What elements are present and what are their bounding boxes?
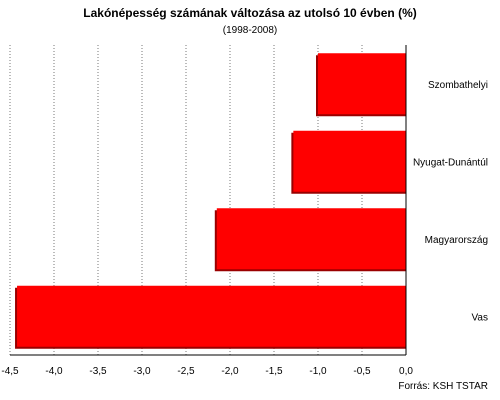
x-tick-label: -4,5 [1, 366, 19, 377]
x-tick-label: -2,0 [221, 366, 239, 377]
bars [15, 53, 406, 349]
x-tick-label: -3,0 [133, 366, 151, 377]
category-label: Vas [472, 312, 489, 323]
chart-title: Lakónépesség számának változása az utols… [83, 6, 416, 20]
x-tick-label: -4,0 [45, 366, 63, 377]
bar [216, 208, 406, 270]
x-tick-label: -1,0 [309, 366, 327, 377]
x-axis-ticks: -4,5 -4,0 -3,5 -3,0 -2,5 -2,0 -1,5 -1,0 -0,5 0,0 [1, 366, 413, 377]
category-label: Magyarország [425, 235, 488, 246]
bar [318, 53, 406, 115]
x-tick-label: 0,0 [399, 366, 413, 377]
category-labels: Szombathelyi Nyugat-Dunántúl Magyarország V… [413, 80, 488, 324]
category-label: Nyugat-Dunántúl [413, 157, 488, 168]
x-tick-label: -0,5 [353, 366, 371, 377]
bar [17, 285, 406, 347]
x-tick-label: -3,5 [89, 366, 107, 377]
x-tick-label: -1,5 [265, 366, 283, 377]
category-label: Szombathelyi [428, 80, 488, 91]
bar [293, 130, 406, 192]
x-tick-label: -2,5 [177, 366, 195, 377]
chart-subtitle: (1998-2008) [223, 25, 277, 36]
source-note: Forrás: KSH TSTAR [398, 381, 488, 392]
